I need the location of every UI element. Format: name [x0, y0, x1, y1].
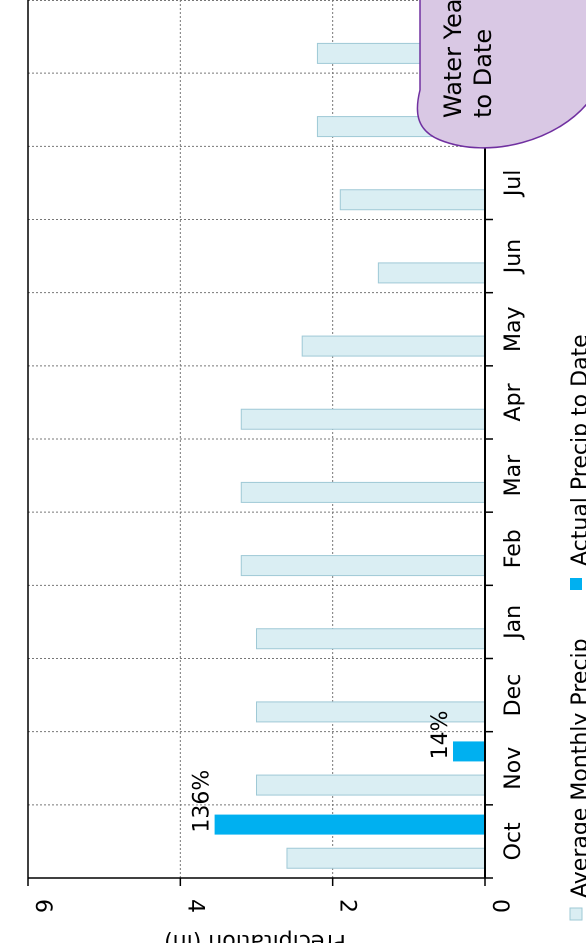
value-tick-label: 4 — [182, 899, 207, 913]
category-label-mar: Mar — [501, 454, 526, 496]
category-label-may: May — [501, 307, 526, 352]
bar-average-apr — [240, 408, 486, 430]
bar-average-jan — [256, 628, 486, 650]
value-tick-label: 2 — [335, 899, 360, 913]
callout-bubble — [416, 0, 586, 149]
value-axis-title: Precipitation (in) — [164, 929, 346, 943]
category-label-nov: Nov — [501, 747, 526, 790]
category-label-jun: Jun — [501, 239, 526, 275]
bar-average-nov — [256, 774, 486, 796]
bar-average-jun — [377, 262, 486, 284]
category-label-jan: Jan — [501, 605, 526, 641]
legend-label-actual: Actual Precip to Date — [568, 334, 586, 566]
legend-swatch-actual — [570, 578, 582, 590]
category-label-apr: Apr — [501, 382, 526, 421]
category-label-oct: Oct — [501, 822, 526, 860]
category-label-feb: Feb — [501, 529, 526, 568]
value-tick-label: 0 — [487, 899, 512, 913]
bar-actual-nov — [453, 741, 485, 762]
category-label-jul: Jul — [501, 170, 526, 199]
bar-average-jul — [339, 189, 486, 211]
bar-average-mar — [240, 481, 486, 503]
legend-label-average: Average Monthly Precip — [568, 638, 586, 898]
legend: Average Monthly Precip Actual Precip to … — [568, 334, 586, 921]
category-label-dec: Dec — [501, 674, 526, 717]
callout-line-1: Water Year — [439, 0, 467, 118]
bar-average-feb — [240, 555, 486, 577]
callout-line-2: to Date — [469, 29, 497, 118]
legend-swatch-average — [569, 907, 583, 921]
bar-actual-oct — [214, 814, 485, 835]
bar-average-oct — [286, 847, 486, 869]
gridlines — [27, 0, 485, 878]
data-label-nov: 14% — [428, 711, 453, 760]
value-tick-label: 6 — [30, 899, 55, 913]
water-year-callout: Water Year to Date — [416, 0, 586, 149]
bar-average-may — [301, 335, 486, 357]
data-label-oct: 136% — [190, 770, 215, 833]
